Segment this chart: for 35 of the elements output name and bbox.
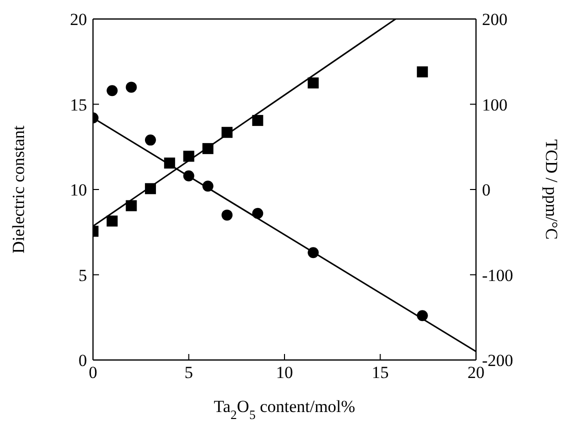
y-tick-label: 0 — [78, 351, 87, 370]
y-tick-label: 10 — [70, 180, 87, 200]
x-axis-title: Ta$_{2}$O$_{5}$ content/mol% — [214, 397, 356, 422]
y-tick-label: 5 — [78, 266, 87, 285]
point — [416, 66, 428, 78]
point — [126, 200, 137, 212]
y2-tick-label: 100 — [482, 95, 508, 114]
x-tick-label: 5 — [184, 363, 193, 382]
point — [126, 82, 137, 93]
point — [144, 183, 156, 194]
point — [416, 310, 428, 322]
y2-axis-title: TCD / ppm/°C — [542, 139, 561, 240]
point — [106, 216, 118, 227]
point — [183, 150, 194, 162]
point — [144, 134, 156, 146]
point — [252, 114, 264, 126]
point — [183, 170, 194, 182]
point — [252, 208, 264, 219]
point — [202, 180, 214, 192]
x-tick-label: 20 — [468, 363, 484, 382]
point — [164, 158, 176, 169]
point — [222, 210, 233, 221]
y-tick-label: 15 — [70, 95, 87, 114]
point — [106, 85, 118, 96]
y2-tick-label: -100 — [482, 266, 514, 285]
point — [308, 247, 319, 258]
y-tick-label: 20 — [70, 10, 87, 30]
y2-tick-label: 0 — [482, 180, 490, 200]
x-tick-label: 15 — [372, 363, 389, 382]
y-axis-title: Dielectric constant — [9, 125, 28, 254]
x-tick-label: 10 — [276, 363, 293, 382]
y2-tick-label: 200 — [482, 10, 508, 30]
point — [308, 77, 319, 88]
point — [202, 143, 214, 154]
point — [222, 126, 233, 138]
